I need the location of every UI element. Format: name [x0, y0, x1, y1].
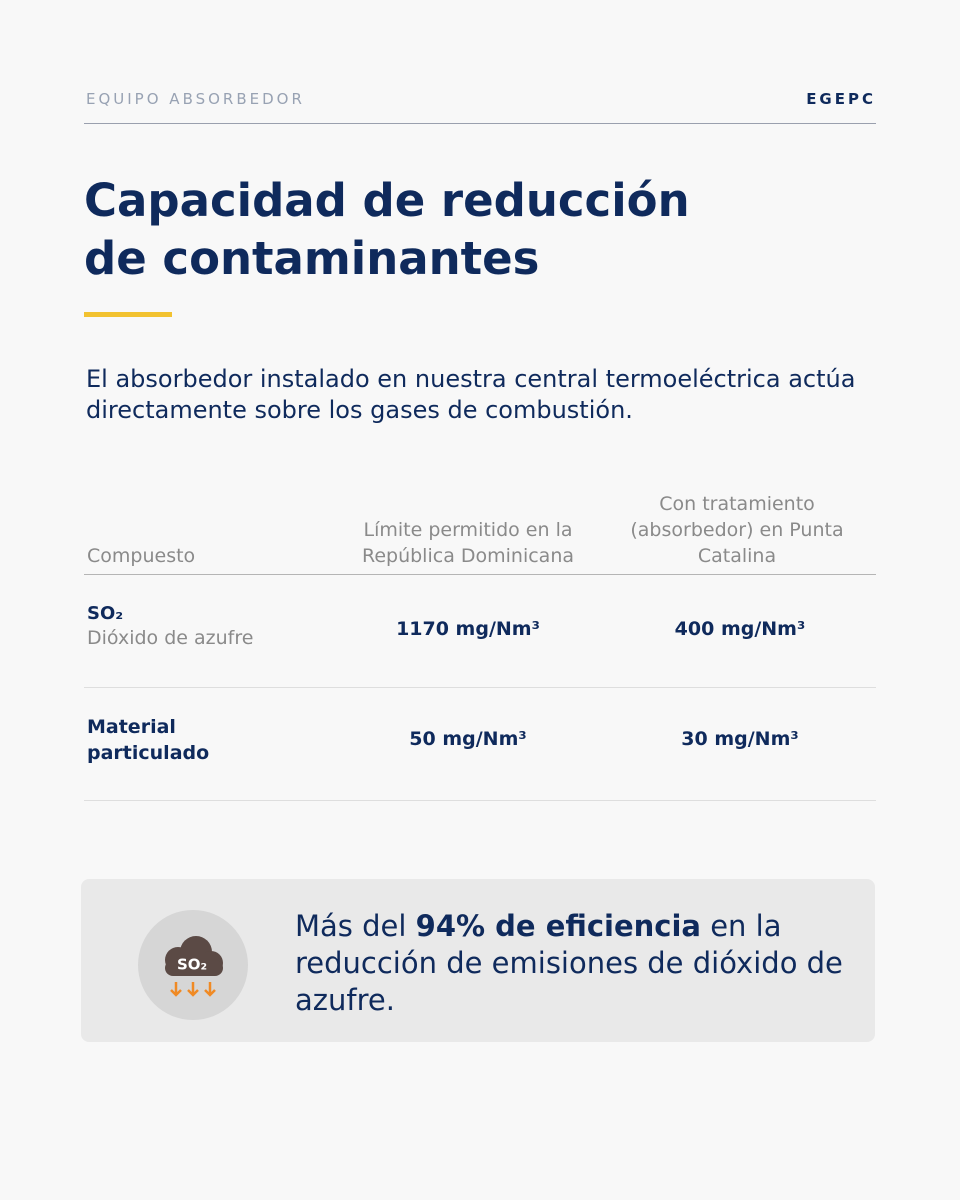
- table-header: Compuesto: [87, 545, 196, 567]
- callout-highlight: 94% de eficiencia: [415, 909, 701, 943]
- limit-value: 50 mg/Nm³: [409, 728, 527, 750]
- compound-name: Dióxido de azufre: [87, 627, 254, 649]
- limit-value: 1170 mg/Nm³: [396, 618, 540, 640]
- treated-value: 400 mg/Nm³: [674, 618, 806, 640]
- compound: SO₂: [87, 603, 124, 624]
- treated-value: 30 mg/Nm³: [681, 728, 799, 750]
- compound: Material particulado: [87, 716, 210, 764]
- so2-icon: SO₂: [138, 910, 248, 1020]
- header-rule: [84, 123, 876, 124]
- row-rule: [84, 800, 876, 801]
- title-line: de contaminantes: [84, 232, 540, 285]
- table-header: Con tratamiento (absorbedor) en Punta Ca…: [630, 493, 844, 567]
- title: Capacidad de reducción de contaminantes: [84, 172, 690, 288]
- row-rule: [84, 687, 876, 688]
- brand: EGEPC: [806, 90, 876, 108]
- icon-label: SO₂: [177, 956, 207, 974]
- callout-text-part: Más del: [295, 909, 416, 943]
- section-label: EQUIPO ABSORBEDOR: [86, 90, 305, 108]
- callout-text: Más del 94% de eficiencia en la reducció…: [295, 908, 855, 1019]
- accent-bar: [84, 312, 172, 317]
- table-rule: [84, 574, 876, 575]
- title-line: Capacidad de reducción: [84, 174, 690, 227]
- callout-text-part: en la reducción de emisiones de dióxido …: [295, 909, 843, 1017]
- table-header: Límite permitido en la República Dominic…: [361, 519, 575, 567]
- intro: El absorbedor instalado en nuestra centr…: [86, 365, 856, 424]
